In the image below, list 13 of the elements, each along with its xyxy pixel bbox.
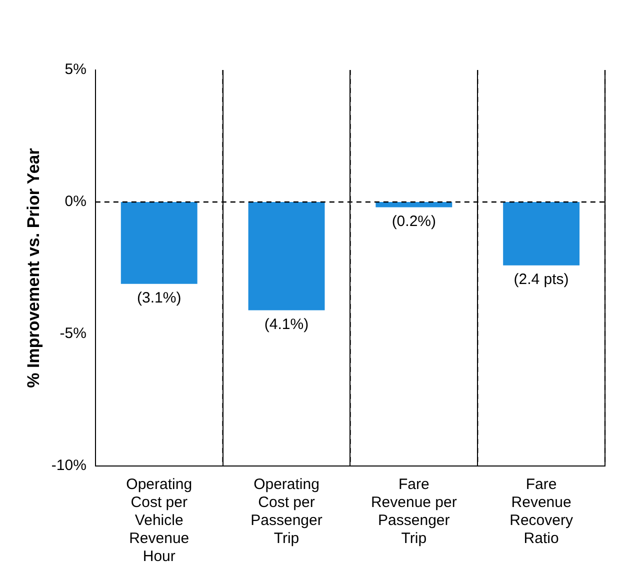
y-tick-label: 0% bbox=[64, 193, 86, 210]
x-tick-label: Operating Cost per Passenger Trip bbox=[250, 476, 322, 548]
data-label: (4.1%) bbox=[264, 316, 309, 333]
data-label: (0.2%) bbox=[392, 212, 436, 230]
y-tick-label: 5% bbox=[64, 61, 86, 78]
y-tick-label: -5% bbox=[60, 325, 86, 342]
x-tick-label: Fare Revenue per Passenger Trip bbox=[370, 476, 457, 548]
y-axis-title: % Improvement vs. Prior Year bbox=[24, 148, 43, 388]
y-tick-label: -10% bbox=[51, 457, 86, 474]
data-label: (2.4 pts) bbox=[514, 271, 569, 288]
x-tick-label: Fare Revenue Recovery Ratio bbox=[510, 476, 574, 548]
x-tick-label: Operating Cost per Vehicle Revenue Hour bbox=[126, 476, 192, 566]
data-label: (3.1%) bbox=[137, 289, 182, 306]
